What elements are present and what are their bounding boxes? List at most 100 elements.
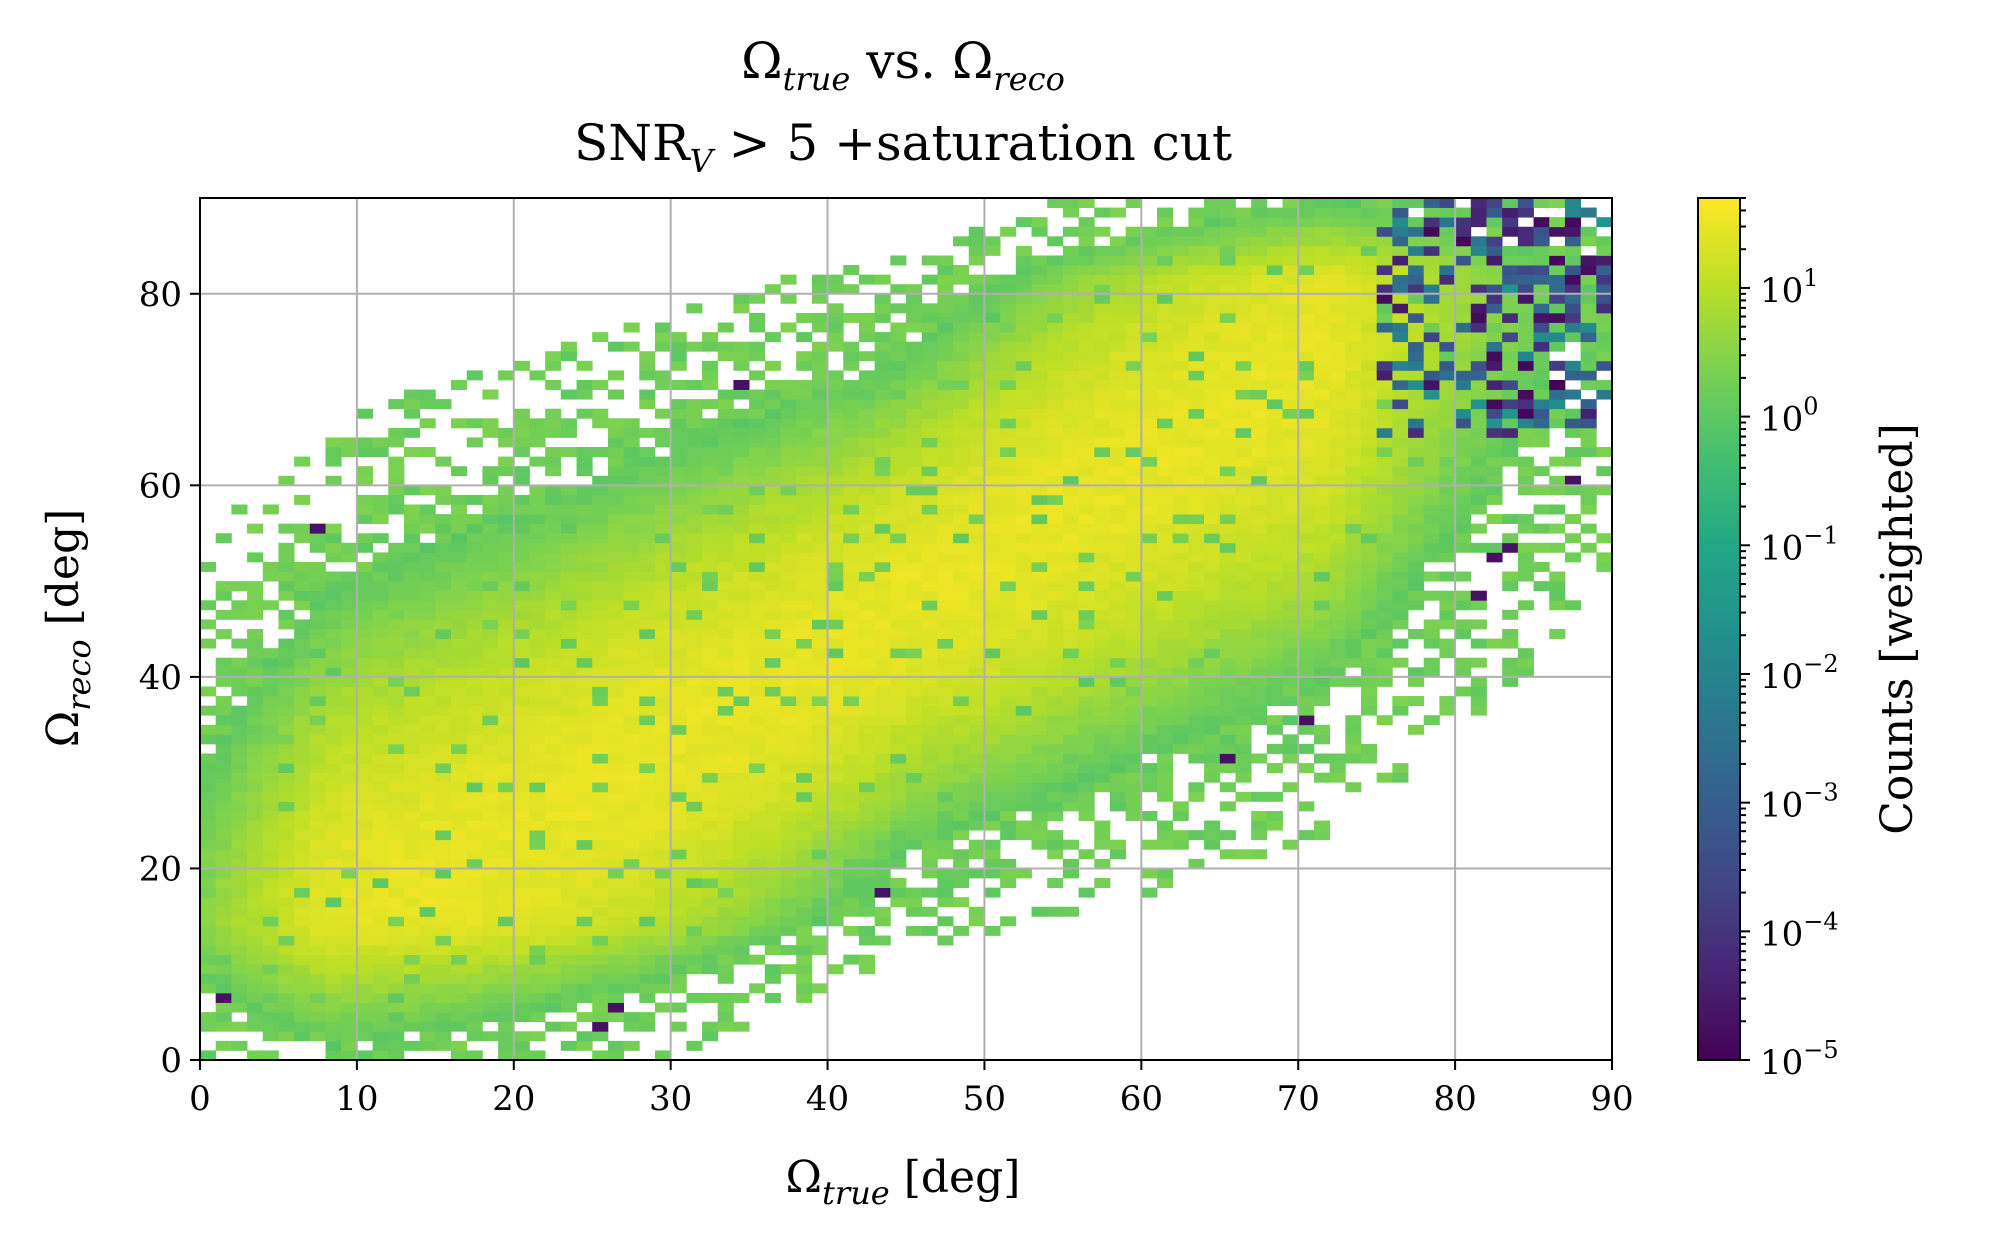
heatmap-cell: [451, 830, 468, 841]
heatmap-cell: [341, 878, 358, 888]
heatmap-cell: [906, 810, 923, 821]
heatmap-cell: [953, 600, 970, 611]
heatmap-cell: [294, 533, 311, 544]
heatmap-cell: [529, 763, 546, 774]
heatmap-cell: [388, 456, 405, 467]
heatmap-cell: [1015, 514, 1032, 525]
heatmap-cell: [670, 916, 687, 927]
heatmap-cell: [356, 973, 373, 984]
heatmap-cell: [607, 1040, 624, 1051]
heatmap-cell: [749, 456, 766, 467]
heatmap-cell: [325, 590, 342, 601]
heatmap-cell: [1188, 533, 1205, 544]
heatmap-cell: [1157, 686, 1174, 697]
heatmap-cell: [435, 801, 452, 812]
heatmap-cell: [1470, 351, 1487, 362]
heatmap-cell: [592, 983, 609, 994]
heatmap-cell: [1219, 676, 1236, 687]
heatmap-cell: [309, 1021, 326, 1032]
heatmap-cell: [341, 839, 358, 850]
heatmap-cell: [1219, 724, 1236, 735]
heatmap-cell: [906, 571, 923, 582]
heatmap-cell: [686, 341, 703, 352]
heatmap-cell: [356, 1031, 373, 1042]
heatmap-cell: [482, 897, 499, 908]
heatmap-cell: [1078, 447, 1095, 457]
heatmap-cell: [858, 734, 876, 745]
heatmap-cell: [702, 370, 719, 381]
heatmap-cell: [482, 638, 499, 649]
heatmap-cell: [1094, 533, 1111, 544]
heatmap-cell: [1313, 303, 1330, 314]
heatmap-cell: [560, 945, 577, 956]
heatmap-cell: [1376, 676, 1393, 687]
heatmap-cell: [1094, 590, 1111, 601]
heatmap-cell: [607, 1002, 624, 1013]
heatmap-cell: [827, 772, 844, 783]
heatmap-cell: [623, 916, 640, 927]
heatmap-cell: [419, 992, 436, 1003]
heatmap-cell: [1329, 217, 1346, 228]
heatmap-cell: [325, 897, 342, 908]
heatmap-cell: [1439, 427, 1456, 438]
heatmap-cell: [796, 791, 813, 802]
heatmap-cell: [890, 657, 907, 668]
heatmap-cell: [827, 734, 844, 745]
heatmap-cell: [717, 954, 734, 965]
heatmap-cell: [953, 485, 970, 496]
heatmap-cell: [1047, 715, 1064, 726]
heatmap-cell: [717, 906, 734, 917]
heatmap-cell: [654, 897, 672, 908]
heatmap-cell: [498, 839, 515, 850]
heatmap-cell: [1345, 581, 1362, 592]
heatmap-cell: [623, 571, 640, 582]
heatmap-cell: [325, 437, 342, 448]
heatmap-cell: [513, 782, 530, 793]
heatmap-cell: [278, 973, 295, 984]
heatmap-cell: [1376, 523, 1393, 534]
heatmap-cell: [1000, 332, 1017, 343]
heatmap-cell: [827, 581, 844, 592]
heatmap-cell: [1423, 399, 1440, 410]
heatmap-cell: [843, 475, 860, 486]
heatmap-cell: [466, 753, 483, 764]
heatmap-cell: [466, 973, 483, 984]
heatmap-cell: [764, 533, 781, 544]
heatmap-cell: [1047, 561, 1064, 572]
heatmap-cell: [560, 810, 577, 821]
heatmap-cell: [1219, 389, 1236, 400]
heatmap-cell: [1204, 609, 1221, 620]
heatmap-cell: [545, 724, 562, 735]
heatmap-cell: [874, 782, 891, 793]
heatmap-cell: [639, 552, 656, 563]
heatmap-cell: [1172, 360, 1189, 371]
heatmap-cell: [1455, 360, 1472, 371]
heatmap-cell: [811, 830, 828, 841]
heatmap-cell: [1251, 427, 1268, 438]
heatmap-cell: [717, 686, 734, 697]
heatmap-cell: [749, 590, 766, 601]
heatmap-cell: [858, 312, 876, 323]
heatmap-cell: [482, 724, 499, 735]
heatmap-cell: [419, 561, 436, 572]
heatmap-cell: [780, 590, 797, 601]
heatmap-cell: [529, 1031, 546, 1042]
heatmap-cell: [403, 533, 421, 544]
heatmap-cell: [1188, 485, 1205, 496]
heatmap-cell: [1408, 408, 1425, 419]
heatmap-cell: [1188, 705, 1205, 716]
heatmap-cell: [372, 571, 389, 582]
heatmap-cell: [717, 485, 734, 496]
heatmap-cell: [435, 590, 452, 601]
heatmap-cell: [1015, 485, 1032, 496]
heatmap-cell: [309, 561, 326, 572]
heatmap-cell: [1282, 360, 1299, 371]
heatmap-cell: [858, 389, 876, 400]
heatmap-cell: [1000, 810, 1017, 821]
heatmap-cell: [1235, 552, 1252, 563]
heatmap-cell: [1172, 284, 1189, 295]
heatmap-cell: [874, 753, 891, 764]
heatmap-cell: [592, 514, 609, 525]
heatmap-cell: [639, 360, 656, 371]
heatmap-cell: [764, 897, 781, 908]
